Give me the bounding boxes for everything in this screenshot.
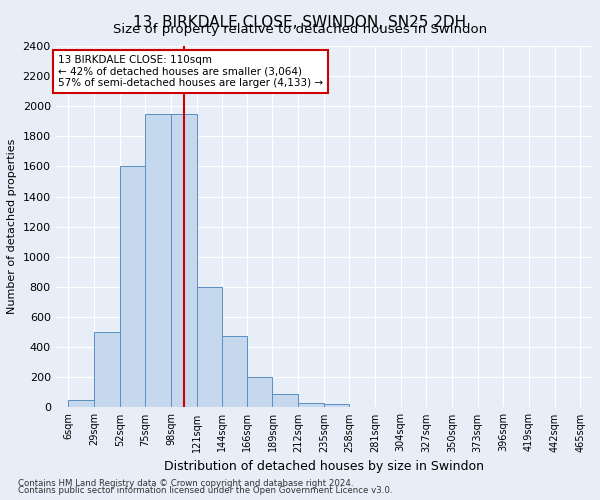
Bar	[68, 400, 94, 407]
Text: Contains HM Land Registry data © Crown copyright and database right 2024.: Contains HM Land Registry data © Crown c…	[18, 478, 353, 488]
Bar	[94, 332, 120, 407]
Bar	[197, 287, 223, 408]
Text: 13, BIRKDALE CLOSE, SWINDON, SN25 2DH: 13, BIRKDALE CLOSE, SWINDON, SN25 2DH	[133, 15, 467, 30]
Text: 13 BIRKDALE CLOSE: 110sqm
← 42% of detached houses are smaller (3,064)
57% of se: 13 BIRKDALE CLOSE: 110sqm ← 42% of detac…	[58, 55, 323, 88]
Text: Size of property relative to detached houses in Swindon: Size of property relative to detached ho…	[113, 22, 487, 36]
Bar	[120, 166, 145, 408]
Bar	[247, 378, 272, 408]
Bar	[298, 403, 324, 407]
X-axis label: Distribution of detached houses by size in Swindon: Distribution of detached houses by size …	[164, 460, 484, 473]
Y-axis label: Number of detached properties: Number of detached properties	[7, 139, 17, 314]
Bar	[324, 404, 349, 407]
Bar	[145, 114, 171, 408]
Bar	[171, 114, 197, 408]
Bar	[223, 336, 247, 407]
Text: Contains public sector information licensed under the Open Government Licence v3: Contains public sector information licen…	[18, 486, 392, 495]
Bar	[272, 394, 298, 407]
